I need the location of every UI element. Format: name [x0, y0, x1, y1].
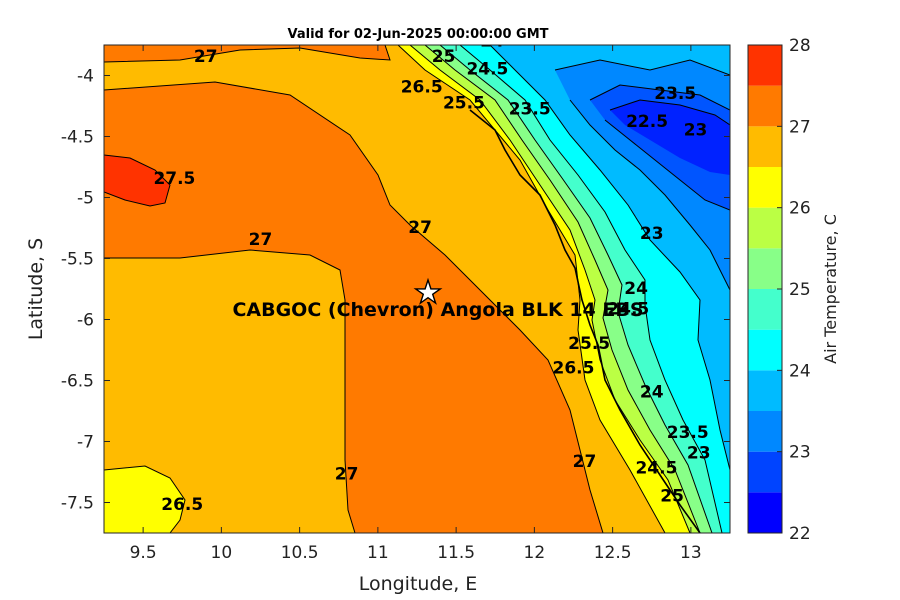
colorbar-label: Air Temperature, C	[821, 214, 840, 364]
contour-label: 22.5	[626, 112, 668, 132]
colorbar-bin	[748, 207, 782, 249]
x-tick-label: 11.5	[437, 543, 475, 563]
coastline	[469, 109, 701, 533]
x-tick-label: 11	[367, 543, 389, 563]
contour-label: 23	[687, 444, 711, 464]
x-tick-label: 10	[211, 543, 233, 563]
colorbar-bin	[748, 492, 782, 533]
contour-label: 24.5	[635, 458, 677, 478]
colorbar-bin	[748, 45, 782, 86]
contour-label: 27	[194, 47, 218, 67]
contour-label: 23	[684, 120, 708, 140]
band-27	[104, 82, 603, 533]
band-27-5	[104, 155, 170, 206]
colorbar-bin	[748, 167, 782, 208]
band-22	[610, 100, 730, 175]
x-axis: 9.5 10 10.5 11 11.5 12 12.5 13	[130, 45, 702, 563]
x-tick-label: 13	[680, 543, 702, 563]
colorbar-bin	[748, 329, 782, 371]
y-tick-label: -5.5	[61, 250, 94, 270]
contour-label: 24	[640, 383, 664, 403]
y-tick-label: -7	[77, 433, 94, 453]
contour-label: 24	[480, 31, 504, 51]
colorbar-tick-label: 27	[789, 117, 811, 137]
contour-label: 24.5	[466, 59, 508, 79]
contour-label: 27	[408, 218, 432, 238]
contour-label: 27	[573, 452, 597, 472]
colorbar-bin	[748, 451, 782, 493]
contour-label: 26.5	[161, 495, 203, 515]
band-sw-26	[104, 466, 185, 533]
star-icon	[413, 277, 443, 305]
contour-label: 27	[249, 230, 273, 250]
contour-lines	[104, 45, 730, 533]
colorbar-tick-label: 23	[789, 443, 811, 463]
y-tick-label: -6	[77, 311, 94, 331]
site-label: CABGOC (Chevron) Angola BLK 14 EBS	[232, 299, 643, 321]
contour-label: 24	[624, 279, 648, 299]
colorbar-bin	[748, 289, 782, 330]
map-field: 2727.527272726.52726.52525.524.52423.523…	[104, 31, 730, 533]
colorbar: 22 23 24 25 26 27 28	[747, 36, 811, 544]
band-27-north	[104, 45, 390, 62]
contour-label: 23.5	[509, 100, 551, 120]
colorbar-bin	[748, 85, 782, 127]
x-tick-label: 12	[524, 543, 546, 563]
y-tick-label: -5	[77, 189, 94, 209]
y-tick-label: -6.5	[61, 372, 94, 392]
colorbar-tick-label: 25	[789, 280, 811, 300]
y-axis: -4 -4.5 -5 -5.5 -6 -6.5 -7 -7.5	[61, 67, 730, 514]
y-tick-label: -7.5	[61, 494, 94, 514]
x-tick-label: 12.5	[594, 543, 632, 563]
contour-label: 27	[335, 464, 359, 484]
contour-label: 26.5	[401, 78, 443, 98]
y-tick-label: -4.5	[61, 128, 94, 148]
colorbar-tick-label: 24	[789, 361, 811, 381]
contour-label: 25	[432, 47, 456, 67]
contour-label: 23.5	[654, 84, 696, 104]
contour-label: 25.5	[568, 334, 610, 354]
colorbar-bin	[748, 126, 782, 167]
site-marker: CABGOC (Chevron) Angola BLK 14 EBS	[232, 277, 644, 321]
chart-title: Valid for 02-Jun-2025 00:00:00 GMT	[288, 27, 549, 42]
contour-label: 25.5	[443, 94, 485, 114]
contour-labels: 2727.527272726.52726.52525.524.52423.523…	[153, 31, 711, 515]
colorbar-bin	[748, 370, 782, 411]
colorbar-bin	[748, 411, 782, 452]
contour-label: 23	[640, 224, 664, 244]
x-tick-label: 10.5	[281, 543, 319, 563]
colorbar-tick-label: 22	[789, 524, 811, 544]
y-tick-label: -4	[77, 67, 94, 87]
map-frame	[103, 44, 731, 534]
x-axis-label: Longitude, E	[359, 573, 478, 595]
x-tick-label: 9.5	[130, 543, 157, 563]
colorbar-bin	[748, 248, 782, 289]
contour-label: 26.5	[553, 358, 595, 378]
colorbar-tick-label: 26	[789, 199, 811, 219]
contour-label: 25	[660, 486, 684, 506]
contour-label: 23.5	[667, 423, 709, 443]
contour-label: 27.5	[153, 169, 195, 189]
colorbar-tick-label: 28	[789, 36, 811, 56]
contour-label: 24.5	[607, 300, 649, 320]
y-axis-label: Latitude, S	[25, 238, 47, 340]
